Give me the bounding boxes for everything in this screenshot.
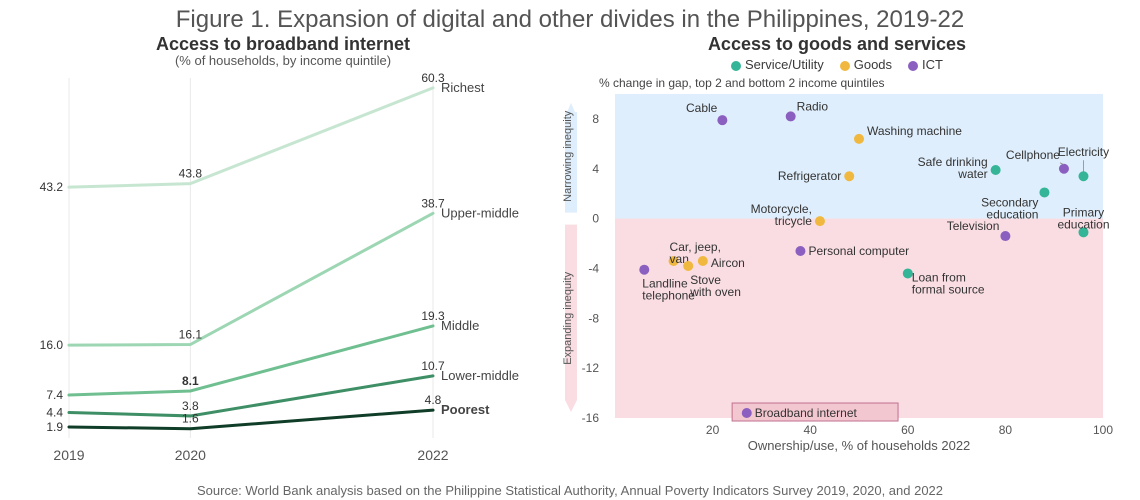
svg-text:Cable: Cable bbox=[686, 101, 718, 115]
svg-text:16.1: 16.1 bbox=[179, 328, 203, 342]
svg-text:60: 60 bbox=[901, 423, 915, 437]
svg-text:Poorest: Poorest bbox=[441, 402, 490, 417]
svg-text:Television: Television bbox=[947, 219, 1000, 233]
legend-item: ICT bbox=[908, 57, 943, 72]
legend-label: Service/Utility bbox=[745, 57, 824, 72]
svg-text:Upper-middle: Upper-middle bbox=[441, 205, 519, 220]
svg-text:8.1: 8.1 bbox=[182, 374, 199, 388]
svg-text:Washing machine: Washing machine bbox=[867, 124, 962, 138]
left-panel-subtitle: (% of households, by income quintile) bbox=[23, 53, 543, 68]
svg-text:20: 20 bbox=[706, 423, 720, 437]
svg-text:-4: -4 bbox=[588, 261, 599, 275]
svg-text:Electricity: Electricity bbox=[1058, 145, 1109, 159]
svg-text:2022: 2022 bbox=[417, 447, 448, 463]
panels-row: Access to broadband internet (% of house… bbox=[0, 34, 1140, 473]
left-panel-title: Access to broadband internet bbox=[23, 34, 543, 55]
svg-text:Landlinetelephone: Landlinetelephone bbox=[642, 277, 695, 303]
legend-dot-icon bbox=[731, 61, 741, 71]
left-panel: Access to broadband internet (% of house… bbox=[23, 34, 543, 473]
svg-text:4.4: 4.4 bbox=[46, 405, 63, 419]
legend-item: Goods bbox=[840, 57, 892, 72]
legend-label: Goods bbox=[854, 57, 892, 72]
scatter-chart: Narrowing inequity Expanding inequity -16 -… bbox=[557, 90, 1117, 452]
svg-text:Aircon: Aircon bbox=[711, 256, 745, 270]
line-chart: 20192020202243.243.860.3Richest16.016.13… bbox=[23, 68, 543, 468]
svg-text:40: 40 bbox=[804, 423, 818, 437]
legend-dot-icon bbox=[908, 61, 918, 71]
y-axis-description: % change in gap, top 2 and bottom 2 inco… bbox=[599, 76, 1117, 90]
svg-text:7.4: 7.4 bbox=[46, 388, 63, 402]
legend: Service/Utility Goods ICT bbox=[557, 57, 1117, 72]
svg-text:Radio: Radio bbox=[797, 99, 829, 113]
svg-text:80: 80 bbox=[999, 423, 1013, 437]
svg-text:Personal computer: Personal computer bbox=[808, 244, 909, 258]
svg-text:-12: -12 bbox=[582, 361, 600, 375]
svg-text:Richest: Richest bbox=[441, 80, 485, 95]
right-panel: Access to goods and services Service/Uti… bbox=[557, 34, 1117, 473]
svg-text:100: 100 bbox=[1093, 423, 1113, 437]
svg-text:1.6: 1.6 bbox=[182, 412, 199, 426]
svg-text:2019: 2019 bbox=[53, 447, 84, 463]
svg-text:1.9: 1.9 bbox=[46, 420, 63, 434]
svg-text:2020: 2020 bbox=[175, 447, 206, 463]
svg-text:-16: -16 bbox=[582, 411, 600, 425]
svg-text:Ownership/use, % of households: Ownership/use, % of households 2022 bbox=[748, 438, 971, 452]
svg-text:4: 4 bbox=[592, 162, 599, 176]
right-panel-title: Access to goods and services bbox=[557, 34, 1117, 55]
svg-text:Narrowing inequity: Narrowing inequity bbox=[562, 110, 574, 202]
svg-text:8: 8 bbox=[592, 112, 599, 126]
svg-text:4.8: 4.8 bbox=[425, 393, 442, 407]
svg-text:Lower-middle: Lower-middle bbox=[441, 368, 519, 383]
source-caption: Source: World Bank analysis based on the… bbox=[0, 483, 1140, 498]
svg-text:Cellphone: Cellphone bbox=[1006, 148, 1060, 162]
legend-label: ICT bbox=[922, 57, 943, 72]
svg-text:Middle: Middle bbox=[441, 318, 479, 333]
svg-text:Refrigerator: Refrigerator bbox=[778, 169, 841, 183]
legend-item: Service/Utility bbox=[731, 57, 824, 72]
svg-text:Expanding inequity: Expanding inequity bbox=[562, 271, 574, 364]
figure-title: Figure 1. Expansion of digital and other… bbox=[0, 0, 1140, 34]
svg-text:43.8: 43.8 bbox=[179, 167, 203, 181]
svg-text:0: 0 bbox=[592, 212, 599, 226]
svg-text:-8: -8 bbox=[588, 311, 599, 325]
legend-dot-icon bbox=[840, 61, 850, 71]
svg-text:Primaryeducation: Primaryeducation bbox=[1057, 205, 1109, 231]
svg-text:Broadband internet: Broadband internet bbox=[755, 406, 858, 420]
svg-text:43.2: 43.2 bbox=[40, 180, 64, 194]
figure-root: Figure 1. Expansion of digital and other… bbox=[0, 0, 1140, 500]
svg-text:16.0: 16.0 bbox=[40, 338, 64, 352]
svg-text:Secondaryeducation: Secondaryeducation bbox=[981, 195, 1038, 221]
